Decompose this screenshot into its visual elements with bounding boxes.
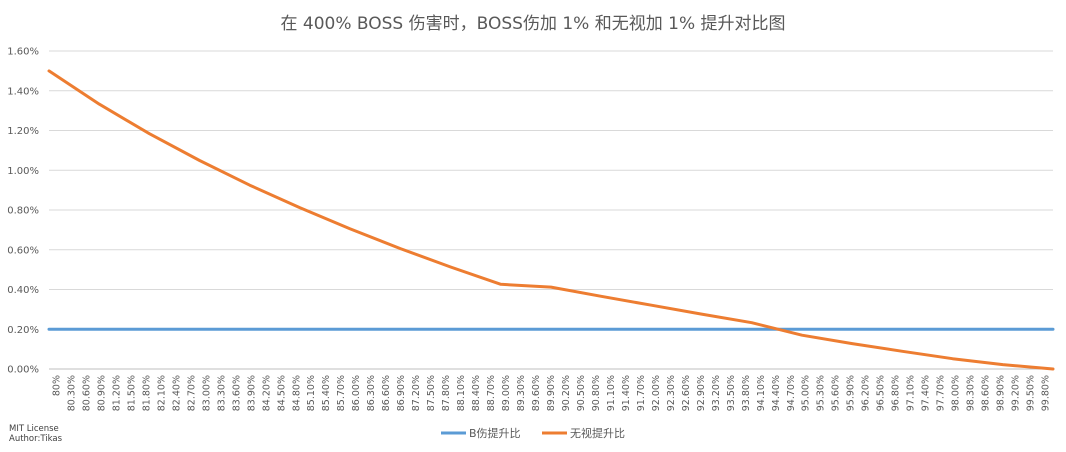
series-group bbox=[47, 69, 1055, 371]
x-tick-label: 91.70% bbox=[636, 375, 647, 411]
x-tick-label: 99.80% bbox=[1041, 375, 1052, 411]
y-tick-label: 0.40% bbox=[7, 285, 39, 296]
x-tick-label: 91.10% bbox=[606, 375, 617, 411]
x-tick-label: 81.20% bbox=[111, 375, 122, 411]
x-tick-label: 86.30% bbox=[366, 375, 377, 411]
license-text: MIT License bbox=[9, 424, 59, 434]
x-tick-label: 92.00% bbox=[651, 375, 662, 411]
y-tick-label: 1.00% bbox=[7, 166, 39, 177]
y-tick-label: 1.20% bbox=[7, 126, 39, 137]
x-tick-label: 84.80% bbox=[291, 375, 302, 411]
y-axis: 0.00% 0.20% 0.40% 0.60% 0.80% 1.00% 1.20% 1.40%… bbox=[7, 47, 39, 376]
x-tick-label: 81.80% bbox=[141, 375, 152, 411]
x-tick-label: 86.60% bbox=[381, 375, 392, 411]
y-tick-label: 0.60% bbox=[7, 245, 39, 256]
x-tick-label: 80% bbox=[51, 375, 62, 396]
x-tick-label: 86.00% bbox=[351, 375, 362, 411]
x-tick-label: 94.70% bbox=[786, 375, 797, 411]
x-tick-label: 92.90% bbox=[696, 375, 707, 411]
y-tick-label: 0.20% bbox=[7, 325, 39, 336]
x-tick-label: 96.80% bbox=[891, 375, 902, 411]
x-tick-label: 83.90% bbox=[246, 375, 257, 411]
x-tick-label: 83.60% bbox=[231, 375, 242, 411]
x-tick-label: 98.60% bbox=[981, 375, 992, 411]
x-tick-label: 91.40% bbox=[621, 375, 632, 411]
x-tick-label: 95.30% bbox=[816, 375, 827, 411]
x-tick-label: 80.90% bbox=[96, 375, 107, 411]
license-note: MIT License Author:Tikas bbox=[9, 424, 62, 444]
x-tick-label: 94.40% bbox=[771, 375, 782, 411]
x-tick-label: 98.90% bbox=[996, 375, 1007, 411]
x-tick-label: 82.40% bbox=[171, 375, 182, 411]
legend-label: B伤提升比 bbox=[469, 427, 521, 440]
x-tick-label: 93.50% bbox=[726, 375, 737, 411]
x-tick-label: 95.60% bbox=[831, 375, 842, 411]
x-tick-label: 88.10% bbox=[456, 375, 467, 411]
legend-item-0[interactable]: B伤提升比 bbox=[441, 427, 521, 440]
x-tick-label: 89.60% bbox=[531, 375, 542, 411]
x-tick-label: 90.50% bbox=[576, 375, 587, 411]
x-tick-label: 98.30% bbox=[966, 375, 977, 411]
x-tick-label: 80.60% bbox=[81, 375, 92, 411]
x-tick-label: 94.10% bbox=[756, 375, 767, 411]
x-tick-label: 99.20% bbox=[1011, 375, 1022, 411]
x-tick-label: 95.90% bbox=[846, 375, 857, 411]
author-text: Author:Tikas bbox=[9, 434, 63, 444]
x-tick-label: 92.30% bbox=[666, 375, 677, 411]
x-tick-label: 89.90% bbox=[546, 375, 557, 411]
x-tick-label: 87.20% bbox=[411, 375, 422, 411]
x-tick-label: 82.10% bbox=[156, 375, 167, 411]
x-tick-label: 95.00% bbox=[801, 375, 812, 411]
x-tick-label: 93.80% bbox=[741, 375, 752, 411]
grid bbox=[49, 50, 1053, 370]
x-tick-label: 88.40% bbox=[471, 375, 482, 411]
x-tick-label: 89.30% bbox=[516, 375, 527, 411]
x-tick-label: 87.80% bbox=[441, 375, 452, 411]
x-tick-label: 97.10% bbox=[906, 375, 917, 411]
x-tick-label: 90.20% bbox=[561, 375, 572, 411]
x-tick-label: 86.90% bbox=[396, 375, 407, 411]
x-tick-label: 97.40% bbox=[921, 375, 932, 411]
x-tick-label: 93.20% bbox=[711, 375, 722, 411]
legend[interactable]: B伤提升比 无视提升比 bbox=[441, 426, 625, 440]
series-line-1 bbox=[47, 69, 1055, 371]
x-tick-label: 97.70% bbox=[936, 375, 947, 411]
x-tick-label: 80.30% bbox=[66, 375, 77, 411]
y-tick-label: 1.60% bbox=[7, 47, 39, 58]
legend-label: 无视提升比 bbox=[570, 426, 625, 440]
x-tick-label: 96.20% bbox=[861, 375, 872, 411]
legend-item-1[interactable]: 无视提升比 bbox=[542, 426, 625, 440]
x-tick-label: 87.50% bbox=[426, 375, 437, 411]
x-tick-label: 88.70% bbox=[486, 375, 497, 411]
x-tick-label: 96.50% bbox=[876, 375, 887, 411]
x-tick-label: 83.30% bbox=[216, 375, 227, 411]
x-tick-label: 85.70% bbox=[336, 375, 347, 411]
x-tick-label: 83.00% bbox=[201, 375, 212, 411]
y-tick-label: 0.80% bbox=[7, 206, 39, 217]
x-axis: 80% 80.30% 80.60% 80.90% 81.20% 81.50% 81.80% 8… bbox=[51, 375, 1051, 411]
x-tick-label: 99.50% bbox=[1026, 375, 1037, 411]
x-tick-label: 98.00% bbox=[951, 375, 962, 411]
x-tick-label: 84.50% bbox=[276, 375, 287, 411]
x-tick-label: 82.70% bbox=[186, 375, 197, 411]
x-tick-label: 81.50% bbox=[126, 375, 137, 411]
x-tick-label: 84.20% bbox=[261, 375, 272, 411]
x-tick-label: 89.00% bbox=[501, 375, 512, 411]
x-tick-label: 92.60% bbox=[681, 375, 692, 411]
y-tick-label: 1.40% bbox=[7, 86, 39, 97]
y-tick-label: 0.00% bbox=[7, 365, 39, 376]
x-tick-label: 90.80% bbox=[591, 375, 602, 411]
x-tick-label: 85.10% bbox=[306, 375, 317, 411]
chart-title: 在 400% BOSS 伤害时，BOSS伤加 1% 和无视加 1% 提升对比图 bbox=[280, 14, 785, 34]
x-tick-label: 85.40% bbox=[321, 375, 332, 411]
